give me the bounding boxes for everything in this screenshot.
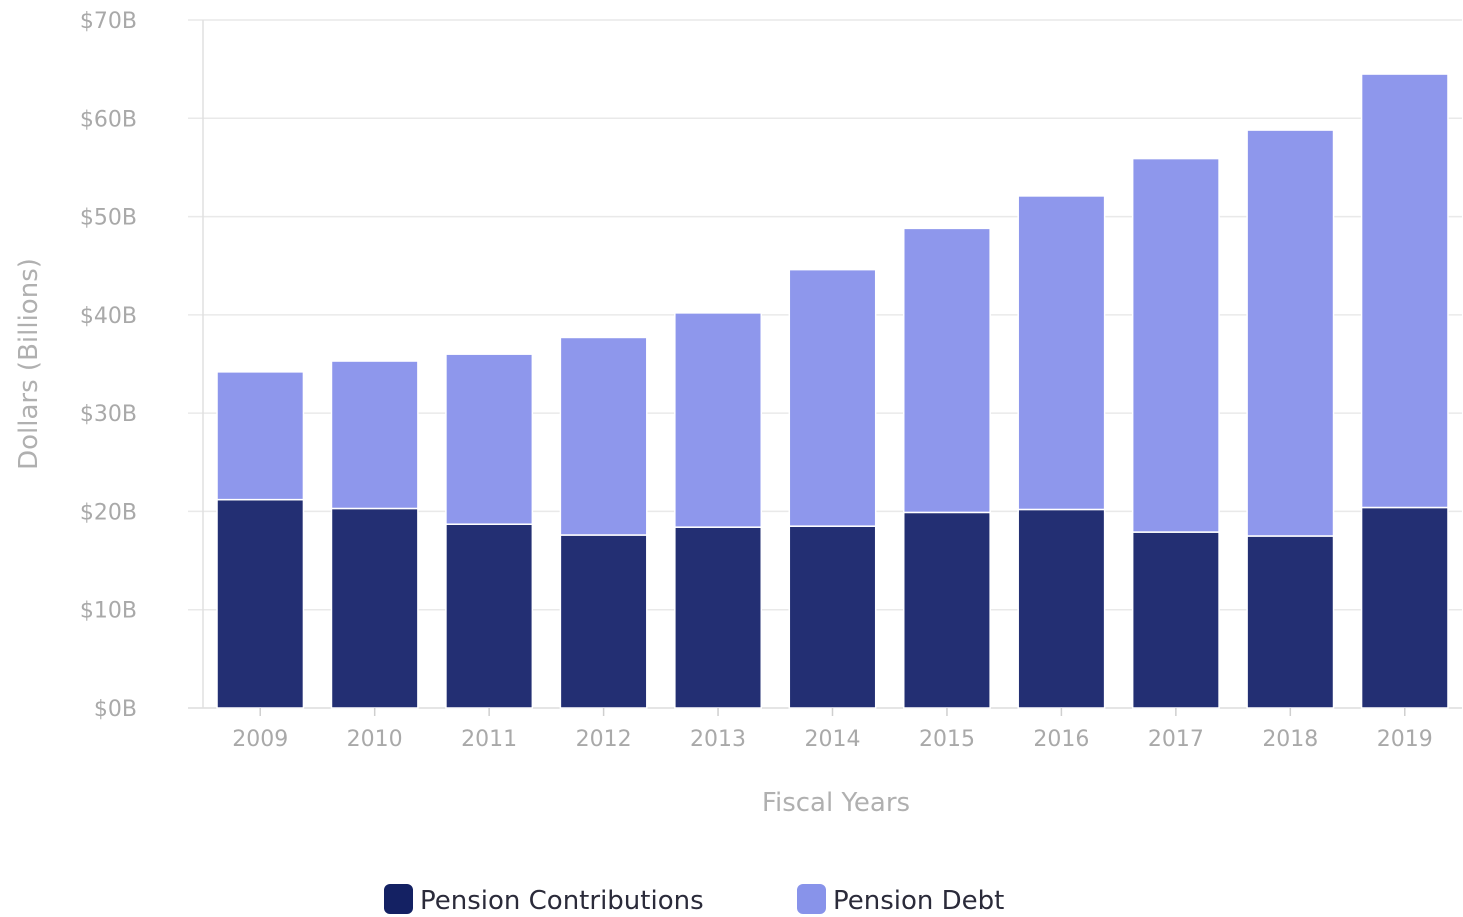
bar-debt-2017[interactable] — [1131, 157, 1220, 533]
x-axis-ticks: 2009 2010 2011 2012 2013 2014 2015 2016 2017 2018… — [232, 708, 1433, 752]
x-tick-label: 2014 — [805, 727, 861, 752]
x-tick-label: 2010 — [347, 727, 403, 752]
legend-item[interactable]: Pension Contributions — [384, 884, 704, 916]
y-tick-label: $50B — [80, 206, 137, 231]
bar-debt-2015[interactable] — [902, 227, 991, 514]
y-tick-label: $40B — [80, 304, 137, 329]
y-tick-label: $60B — [80, 107, 137, 132]
bar-contributions-2016[interactable] — [1017, 508, 1106, 709]
y-tick-label: $30B — [80, 402, 137, 427]
bar-contributions-2012[interactable] — [559, 534, 648, 709]
x-tick-label: 2011 — [461, 727, 517, 752]
bars — [216, 73, 1449, 709]
bar-debt-2014[interactable] — [788, 268, 877, 527]
y-axis-ticks: $0B $10B $20B $30B $40B $50B $60B $70B — [80, 9, 137, 722]
y-tick-label: $70B — [80, 9, 137, 34]
bar-contributions-2013[interactable] — [674, 526, 763, 709]
x-axis-title: Fiscal Years — [762, 788, 910, 818]
x-tick-label: 2017 — [1148, 727, 1204, 752]
y-axis-title: Dollars (Billions) — [14, 258, 44, 470]
y-tick-label: $20B — [80, 500, 137, 525]
bar-debt-2013[interactable] — [674, 312, 763, 528]
bar-debt-2012[interactable] — [559, 336, 648, 536]
x-tick-label: 2012 — [576, 727, 632, 752]
y-tick-label: $0B — [94, 697, 137, 722]
bar-debt-2010[interactable] — [330, 360, 419, 510]
legend-label: Pension Debt — [833, 886, 1004, 916]
bar-contributions-2009[interactable] — [216, 498, 305, 709]
legend-swatch — [384, 884, 413, 914]
bar-debt-2018[interactable] — [1246, 129, 1335, 537]
x-tick-label: 2019 — [1377, 727, 1433, 752]
x-tick-label: 2018 — [1262, 727, 1318, 752]
bar-contributions-2019[interactable] — [1360, 506, 1449, 709]
bar-contributions-2011[interactable] — [445, 523, 534, 709]
legend: Pension Contributions Pension Debt — [384, 884, 1004, 916]
x-tick-label: 2015 — [919, 727, 975, 752]
bar-debt-2019[interactable] — [1360, 73, 1449, 509]
bar-debt-2009[interactable] — [216, 371, 305, 501]
legend-swatch — [797, 884, 826, 914]
legend-item[interactable]: Pension Debt — [797, 884, 1004, 916]
y-tick-label: $10B — [80, 599, 137, 624]
x-tick-label: 2009 — [232, 727, 288, 752]
legend-label: Pension Contributions — [420, 886, 704, 916]
bar-debt-2016[interactable] — [1017, 195, 1106, 511]
x-tick-label: 2016 — [1033, 727, 1089, 752]
x-tick-label: 2013 — [690, 727, 746, 752]
bar-debt-2011[interactable] — [445, 353, 534, 525]
bar-contributions-2010[interactable] — [330, 507, 419, 709]
bar-contributions-2015[interactable] — [902, 511, 991, 709]
bar-contributions-2018[interactable] — [1246, 535, 1335, 709]
bar-contributions-2017[interactable] — [1131, 531, 1220, 709]
bar-contributions-2014[interactable] — [788, 525, 877, 709]
